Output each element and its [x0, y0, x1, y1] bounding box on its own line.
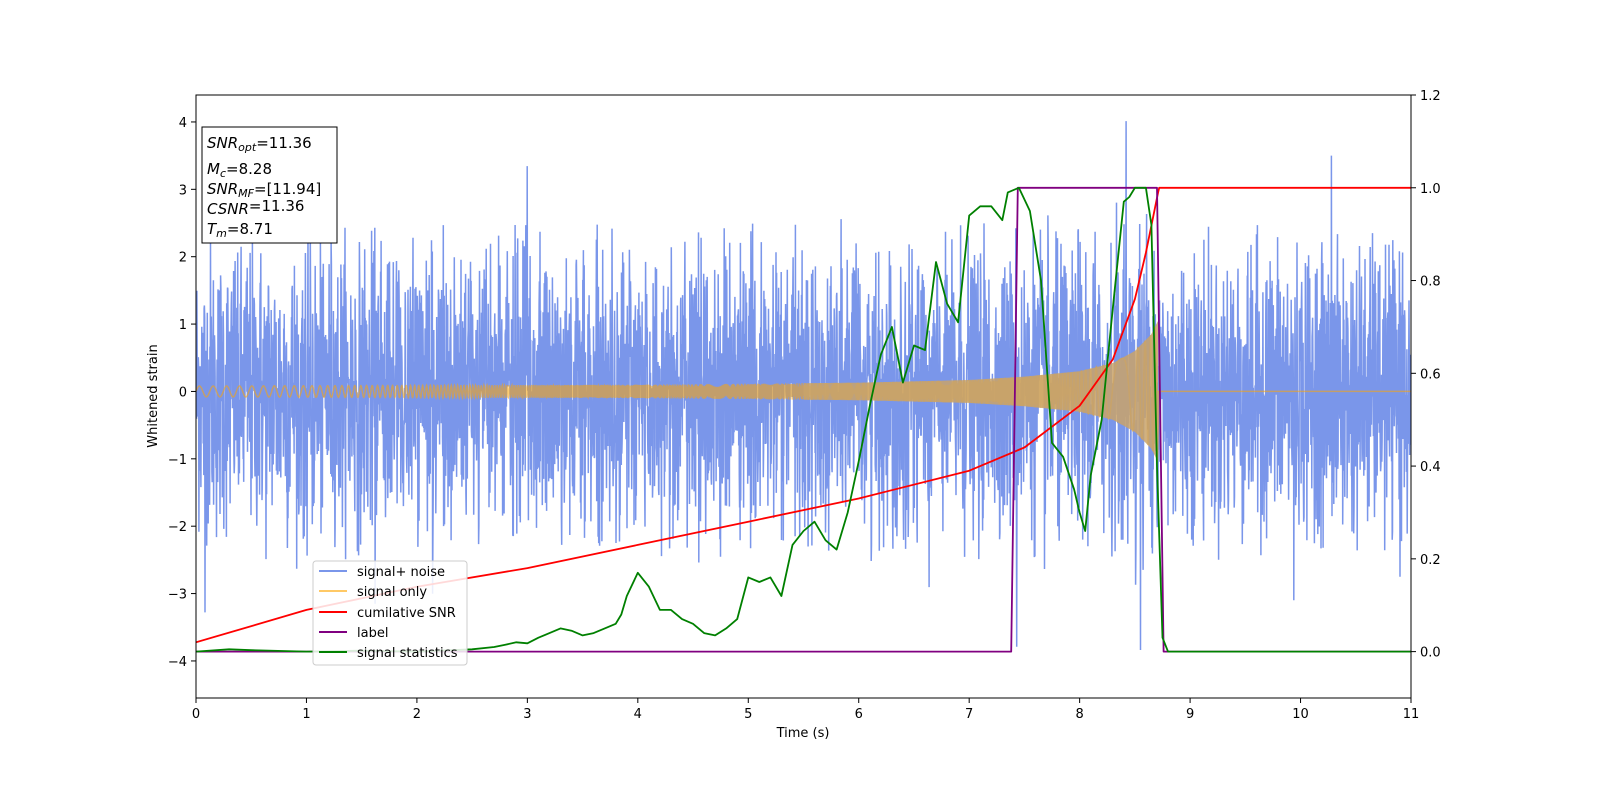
annotation-value: =8.28	[226, 160, 272, 178]
annotation-box: SNRopt=11.36 Mc=8.28 SNRMF=[11.94] CSNR=…	[201, 126, 338, 244]
x-tick-label: 7	[965, 707, 973, 722]
annotation-symbol: T	[207, 220, 218, 238]
plot-frame	[195, 94, 1412, 699]
legend-frame	[312, 560, 468, 666]
legend-entry-label: label	[357, 626, 388, 641]
annotation-line-mc: Mc=8.28	[207, 160, 272, 180]
x-tick-label: 3	[523, 707, 531, 722]
series-cumilative-snr	[196, 186, 1411, 644]
x-tick-label: 4	[634, 707, 642, 722]
y-tick-label-left: −2	[168, 520, 187, 535]
x-tick-label: 2	[413, 707, 421, 722]
annotation-symbol: SNR	[207, 134, 238, 152]
annotation-subscript: opt	[238, 141, 257, 154]
y-tick-label-right: 0.8	[1420, 275, 1441, 290]
y-tick-label-left: 3	[179, 183, 187, 198]
annotation-symbol: CSNR	[207, 200, 249, 218]
annotation-value: =11.36	[256, 134, 312, 152]
annotation-value: =8.71	[227, 220, 273, 238]
y-tick-label-right: 0.6	[1420, 367, 1441, 382]
x-tick-label: 1	[302, 707, 310, 722]
annotation-box-frame	[201, 126, 338, 244]
x-tick-label: 5	[744, 707, 752, 722]
x-tick-label: 10	[1292, 707, 1309, 722]
y-tick-label-left: −4	[168, 655, 187, 670]
annotation-line-tm: Tm=8.71	[207, 220, 273, 240]
legend: signal+ noise signal only cumilative SNR…	[312, 560, 468, 666]
annotation-symbol: M	[207, 160, 220, 178]
annotation-value: =11.36	[249, 197, 305, 215]
annotation-line-snr-mf: SNRMF=[11.94]	[207, 180, 321, 200]
x-tick-label: 0	[192, 707, 200, 722]
annotation-line-csnr: CSNR=11.36	[207, 197, 304, 218]
x-tick-label: 6	[855, 707, 863, 722]
y-tick-label-right: 0.2	[1420, 553, 1441, 568]
axes-group: 0 1 2 3 4 5 6 7 8 9 10 11 −4 −3 −2 −1 0 1 2 3 4 0.0 0.2 0.4 0.6 0…	[168, 89, 1441, 722]
y-tick-label-left: 4	[179, 116, 187, 131]
legend-entry-signal-only: signal only	[357, 585, 427, 600]
x-axis-label: Time (s)	[776, 726, 830, 741]
annotation-line-snr-opt: SNRopt=11.36	[207, 134, 312, 154]
y-tick-label-left: −1	[168, 453, 187, 468]
y-tick-label-left: 2	[179, 251, 187, 266]
x-tick-label: 11	[1403, 707, 1420, 722]
annotation-symbol: SNR	[207, 180, 238, 198]
series-signal-statistics	[196, 186, 1411, 653]
legend-entry-cumilative-snr: cumilative SNR	[357, 606, 456, 621]
annotation-subscript: m	[216, 227, 227, 240]
series-signal-only-band	[803, 320, 1159, 463]
y-tick-label-right: 0.0	[1420, 646, 1441, 661]
legend-entry-signal-statistics: signal statistics	[357, 646, 458, 661]
y-tick-label-right: 1.0	[1420, 182, 1441, 197]
x-tick-label: 8	[1075, 707, 1083, 722]
annotation-subscript: c	[220, 167, 226, 180]
y-tick-label-left: 1	[179, 318, 187, 333]
x-tick-label: 9	[1186, 707, 1194, 722]
series-group	[196, 121, 1411, 653]
y-tick-label-right: 0.4	[1420, 460, 1441, 475]
y-tick-label-right: 1.2	[1420, 89, 1441, 104]
series-signal-noise	[196, 121, 1411, 651]
y-tick-label-left: −3	[168, 588, 187, 603]
annotation-value: =[11.94]	[254, 180, 321, 198]
y-axis-label-left: Whitened strain	[146, 344, 161, 447]
y-tick-label-left: 0	[179, 385, 187, 400]
annotation-subscript: MF	[238, 187, 254, 200]
legend-entry-signal-noise: signal+ noise	[357, 565, 445, 580]
